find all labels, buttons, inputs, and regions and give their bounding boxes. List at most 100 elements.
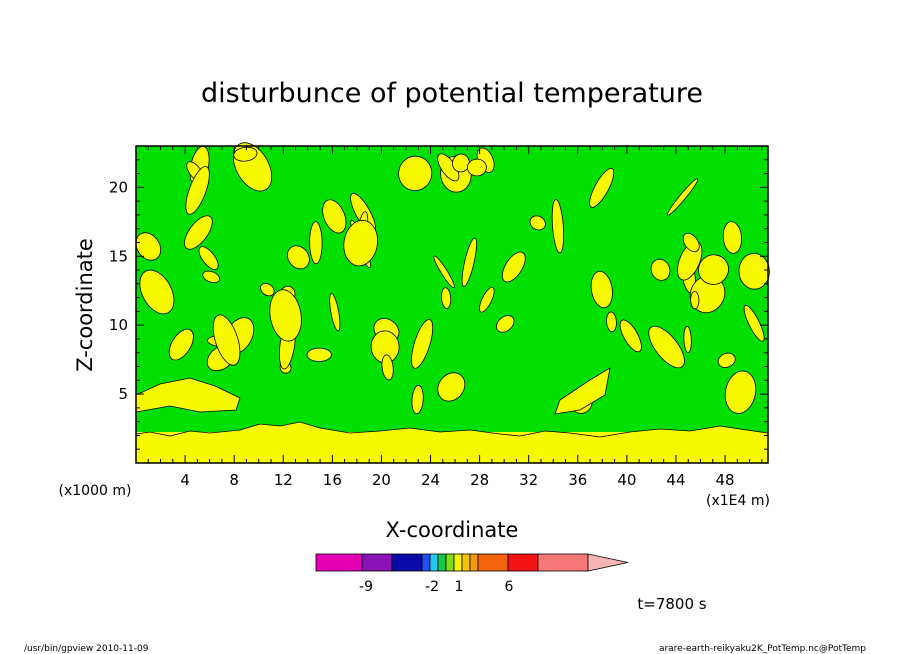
footer-left: /usr/bin/gpview 2010-11-09	[24, 644, 149, 654]
x-tick-label: 44	[666, 471, 685, 489]
contour-region	[212, 314, 241, 366]
contour-region	[551, 199, 565, 254]
contour-region	[554, 367, 611, 415]
contour-region	[441, 287, 452, 309]
contour-region	[648, 325, 685, 369]
contour-region	[437, 372, 466, 402]
contour-region	[260, 282, 275, 297]
contour-region	[168, 328, 194, 361]
x-tick-label: 28	[470, 471, 489, 489]
contour-region	[722, 221, 742, 254]
contour-region	[606, 311, 617, 333]
colorbar-swatch	[469, 553, 479, 572]
contour-region	[329, 293, 341, 332]
colorbar	[315, 553, 629, 572]
positive-contour-regions	[135, 142, 770, 415]
contour-region	[343, 219, 378, 267]
colorbar-tick-label: 1	[455, 579, 464, 595]
x-axis-label: X-coordinate	[386, 518, 519, 542]
contour-region	[590, 270, 613, 309]
colorbar-tick-label: -9	[359, 579, 373, 595]
contour-region	[698, 254, 729, 285]
x-tick-label: 48	[716, 471, 735, 489]
contour-region	[479, 287, 495, 313]
y-axis: 5 10 15 20	[109, 159, 768, 450]
contour-region	[202, 270, 221, 284]
contour-region	[743, 304, 765, 342]
x-tick-label: 16	[323, 471, 342, 489]
colorbar-swatch	[507, 553, 539, 572]
colorbar-swatch	[453, 553, 463, 572]
time-label: t=7800 s	[637, 595, 706, 613]
contour-region	[411, 319, 434, 369]
contour-region	[501, 251, 526, 283]
contour-region	[185, 166, 210, 215]
colorbar-swatch	[361, 553, 393, 572]
contour-region	[306, 347, 332, 362]
contour-region	[589, 168, 615, 208]
colorbar-tick-label: -2	[425, 579, 439, 595]
contour-region	[461, 237, 477, 287]
contour-region	[139, 269, 175, 315]
contour-region	[529, 215, 546, 231]
colorbar-swatch	[437, 553, 447, 572]
colorbar-swatch	[477, 553, 509, 572]
x-tick-label: 8	[229, 471, 239, 489]
contour-region	[650, 258, 671, 281]
y-tick-label: 5	[118, 385, 128, 403]
plot-frame	[135, 145, 769, 464]
contour-region	[717, 352, 736, 368]
x-unit-left: (x1000 m)	[59, 483, 132, 499]
y-tick-label: 20	[109, 178, 128, 196]
x-tick-label: 12	[274, 471, 293, 489]
x-tick-label: 24	[421, 471, 440, 489]
colorbar-swatch	[315, 553, 363, 572]
contour-region	[467, 158, 487, 177]
contour-region	[322, 199, 347, 234]
x-tick-label: 36	[568, 471, 587, 489]
colorbar-tick-label: 6	[505, 579, 514, 595]
y-axis-label: Z-coordinate	[73, 238, 97, 372]
contour-region	[682, 232, 700, 253]
contour-region	[411, 385, 424, 415]
contour-region	[683, 326, 692, 353]
x-tick-label: 40	[617, 471, 636, 489]
contour-region	[135, 232, 162, 261]
colorbar-swatch	[391, 553, 423, 572]
surface-band-edge	[135, 421, 769, 464]
colorbar-swatch	[445, 553, 455, 572]
contour-region	[269, 289, 302, 342]
x-tick-label: 4	[180, 471, 190, 489]
contour-region	[184, 215, 213, 250]
contour-region	[309, 221, 323, 265]
colorbar-swatch	[429, 553, 439, 572]
contour-region	[619, 319, 642, 353]
x-tick-label: 32	[519, 471, 538, 489]
contour-region	[381, 354, 394, 381]
y-tick-label: 10	[109, 316, 128, 334]
contour-region	[398, 155, 433, 191]
colorbar-swatch	[421, 553, 431, 572]
contour-region	[233, 146, 258, 162]
contour-region	[287, 245, 310, 270]
contour-region	[724, 370, 757, 414]
chart-title: disturbunce of potential temperature	[201, 78, 703, 109]
x-axis: 4 8 12 16 20 24 28 32 36 40 44 48	[147, 146, 763, 489]
colorbar-tick-labels: -9 -2 1 6	[359, 579, 514, 595]
contour-region	[433, 255, 455, 289]
colorbar-arrow	[587, 553, 629, 572]
footer-right: arare-earth-reikyaku2K_PotTemp.nc@PotTem…	[659, 644, 866, 654]
contour-region	[667, 178, 699, 216]
x-tick-label: 20	[372, 471, 391, 489]
contour-region	[738, 253, 770, 290]
y-tick-label: 15	[109, 247, 128, 265]
contour-region	[690, 291, 700, 310]
colorbar-swatch	[537, 553, 589, 572]
contour-region	[495, 315, 515, 333]
contour-region	[198, 246, 219, 270]
x-unit-right: (x1E4 m)	[706, 493, 770, 509]
plot-background	[136, 146, 768, 463]
colorbar-swatch	[461, 553, 471, 572]
